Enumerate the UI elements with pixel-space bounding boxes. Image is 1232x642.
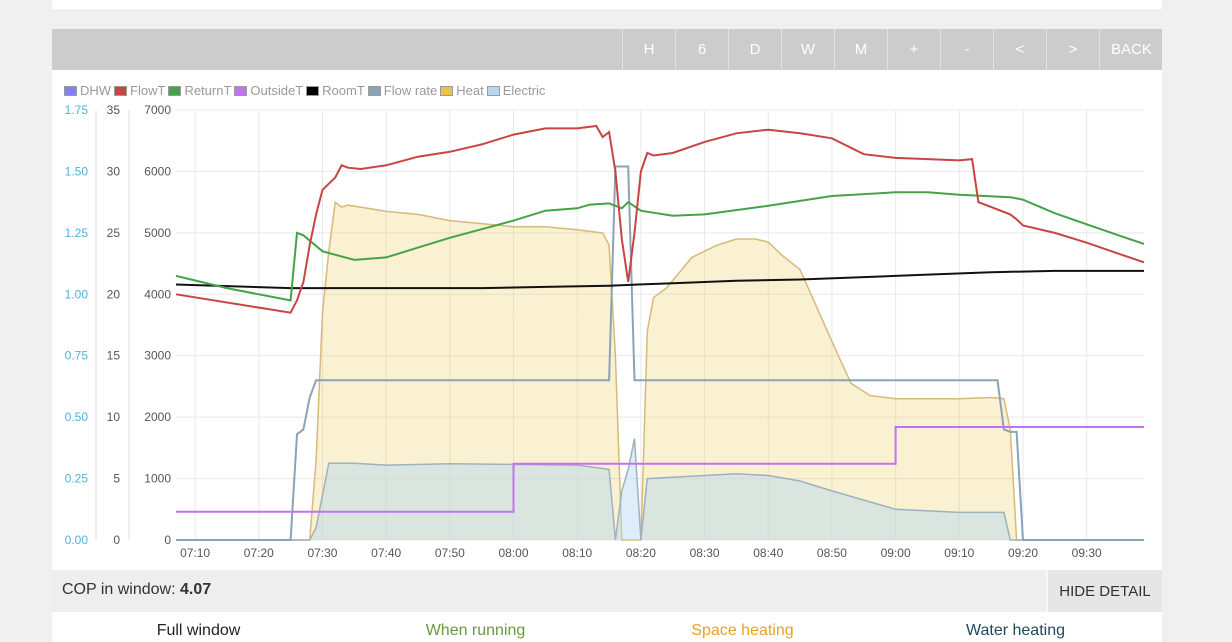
y-tick-temperature: 10 — [107, 410, 121, 424]
legend-swatch — [114, 85, 128, 96]
legend-item-heat[interactable]: Heat — [440, 83, 484, 98]
chart-legend: DHW FlowT ReturnT OutsideT RoomT Flow ra… — [64, 83, 548, 98]
legend-label: Heat — [456, 83, 484, 98]
x-tick-label: 09:00 — [881, 546, 911, 560]
chart-toolbar: H 6 D W M + - < > BACK — [52, 29, 1162, 70]
tab-when-running[interactable]: When running — [425, 622, 526, 639]
cop-value: 4.07 — [179, 581, 212, 598]
legend-item-flowt[interactable]: FlowT — [114, 83, 165, 98]
chart-panel: DHW FlowT ReturnT OutsideT RoomT Flow ra… — [52, 70, 1162, 570]
mode-tabs: Full window When running Space heating W… — [52, 612, 1162, 642]
day-button[interactable]: D — [728, 29, 781, 70]
y-tick-flow-rate: 1.50 — [65, 164, 89, 178]
x-tick-label: 09:30 — [1072, 546, 1102, 560]
outsidet-series-line — [176, 426, 1144, 513]
zoom-out-button[interactable]: - — [940, 29, 993, 70]
hour-button[interactable]: H — [622, 29, 675, 70]
heat-series-outline — [176, 200, 1144, 541]
y-tick-flow-rate: 0.00 — [65, 533, 89, 547]
y-tick-temperature: 30 — [107, 164, 121, 178]
tab-full-window[interactable]: Full window — [156, 622, 241, 639]
legend-label: DHW — [80, 83, 112, 98]
y-tick-power: 2000 — [144, 410, 171, 424]
tab-space-heating[interactable]: Space heating — [691, 622, 794, 639]
six-hour-button[interactable]: 6 — [675, 29, 728, 70]
pan-right-button[interactable]: > — [1046, 29, 1099, 70]
y-tick-temperature: 5 — [113, 472, 120, 486]
x-tick-label: 09:20 — [1008, 546, 1038, 560]
x-tick-label: 08:30 — [690, 546, 720, 560]
watermark-text: Top of page — [503, 307, 581, 324]
y-tick-flow-rate: 0.50 — [65, 410, 89, 424]
y-tick-power: 5000 — [144, 226, 171, 240]
month-button[interactable]: M — [834, 29, 887, 70]
hide-detail-button[interactable]: HIDE DETAIL — [1046, 570, 1162, 612]
roomt-series-line — [175, 269, 1144, 290]
cop-readout: COP in window: 4.07 — [62, 581, 211, 599]
electric-series-outline — [176, 438, 1144, 541]
y-tick-temperature: 35 — [107, 103, 121, 117]
legend-label: Electric — [502, 83, 546, 98]
flow-rate-series-line — [176, 165, 1144, 541]
y-tick-flow-rate: 1.00 — [65, 287, 89, 301]
top-panel-strip — [52, 0, 1162, 9]
x-tick-label: 08:10 — [562, 546, 592, 560]
legend-swatch — [367, 85, 381, 96]
legend-item-outsidet[interactable]: OutsideT — [234, 83, 303, 98]
x-tick-label: 08:40 — [753, 546, 783, 560]
y-tick-flow-rate: 1.75 — [65, 103, 89, 117]
heat-series-area — [176, 202, 1144, 540]
legend-item-flow-rate[interactable]: Flow rate — [367, 83, 438, 98]
returnt-series-line — [175, 191, 1145, 302]
legend-label: ReturnT — [184, 83, 232, 98]
x-tick-label: 07:20 — [244, 546, 274, 560]
week-button[interactable]: W — [781, 29, 834, 70]
x-tick-label: 07:30 — [307, 546, 337, 560]
flowt-series-line — [175, 124, 1145, 314]
stats-bar: COP in window: 4.07 HIDE DETAIL — [52, 570, 1162, 612]
x-tick-label: 07:40 — [371, 546, 401, 560]
electric-series-area — [176, 438, 1144, 540]
legend-item-dhw[interactable]: DHW — [64, 83, 111, 98]
y-tick-power: 1000 — [144, 472, 171, 486]
x-tick-label: 07:50 — [435, 546, 465, 560]
legend-label: Flow rate — [383, 83, 438, 98]
legend-label: OutsideT — [250, 83, 304, 98]
legend-label: FlowT — [130, 83, 166, 98]
legend-swatch — [486, 85, 500, 96]
legend-swatch — [306, 85, 320, 96]
y-tick-temperature: 25 — [107, 226, 121, 240]
y-tick-power: 0 — [164, 533, 171, 547]
y-tick-temperature: 20 — [107, 287, 121, 301]
y-tick-power: 3000 — [144, 349, 171, 363]
x-tick-label: 07:10 — [180, 546, 210, 560]
zoom-in-button[interactable]: + — [887, 29, 940, 70]
legend-item-electric[interactable]: Electric — [486, 83, 546, 98]
x-tick-label: 08:20 — [626, 546, 656, 560]
y-tick-flow-rate: 0.25 — [65, 472, 89, 486]
pan-left-button[interactable]: < — [993, 29, 1046, 70]
y-tick-power: 7000 — [144, 103, 171, 117]
y-tick-flow-rate: 0.75 — [65, 349, 89, 363]
x-tick-label: 08:50 — [817, 546, 847, 560]
legend-item-roomt[interactable]: RoomT — [306, 83, 365, 98]
legend-swatch — [64, 85, 77, 96]
back-button[interactable]: BACK — [1099, 29, 1163, 70]
chart-plot[interactable]: Top of page 0.00 0.25 0.50 0.75 1.00 1.25 1.50 1… — [52, 70, 1162, 570]
legend-swatch — [440, 85, 454, 96]
y-tick-power: 6000 — [144, 164, 171, 178]
x-tick-label: 09:10 — [944, 546, 974, 560]
legend-swatch — [168, 85, 182, 96]
y-tick-temperature: 15 — [107, 349, 121, 363]
x-tick-label: 08:00 — [499, 546, 529, 560]
y-tick-flow-rate: 1.25 — [65, 226, 89, 240]
legend-label: RoomT — [322, 83, 365, 98]
tab-water-heating[interactable]: Water heating — [965, 622, 1065, 639]
legend-swatch — [234, 85, 248, 96]
cop-label: COP in window: — [62, 581, 176, 598]
legend-item-returnt[interactable]: ReturnT — [168, 83, 231, 98]
y-tick-power: 4000 — [144, 287, 171, 301]
y-tick-temperature: 0 — [113, 533, 120, 547]
